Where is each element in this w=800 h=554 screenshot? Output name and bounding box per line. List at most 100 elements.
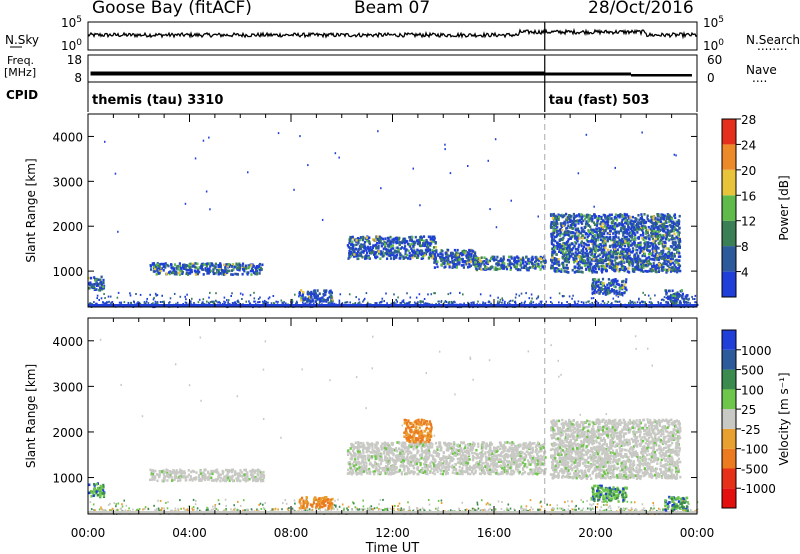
echo-cell [644, 242, 647, 246]
echo-cell [527, 268, 530, 272]
echo-cell [615, 244, 619, 247]
echo-cell [532, 264, 535, 268]
echo-cell [378, 235, 381, 239]
echo-cell [414, 241, 417, 244]
isolated-point [184, 202, 187, 205]
echo-cell [384, 247, 388, 251]
echo-cell [597, 289, 600, 292]
echo-cell [563, 231, 566, 235]
echo-cell [676, 221, 679, 224]
power-ground-scatter [306, 301, 308, 304]
echo-cell [588, 258, 592, 261]
power-ground-scatter [137, 301, 139, 304]
echo-cell [371, 248, 374, 252]
echo-cell [671, 301, 675, 305]
echo-cell [352, 248, 355, 252]
echo-cell [470, 257, 473, 261]
power-ground-scatter [413, 301, 416, 304]
power-ground-scatter [694, 301, 696, 304]
echo-cell [579, 251, 582, 255]
echo-cell [635, 259, 638, 263]
echo-cell [525, 262, 528, 266]
echo-cell [230, 273, 233, 276]
echo-cell [493, 268, 496, 271]
isolated-point [495, 226, 498, 229]
power-ground-scatter [339, 293, 342, 296]
power-ground-scatter [147, 302, 150, 305]
echo-cell [395, 256, 398, 259]
echo-cell [607, 237, 610, 240]
echo-cell [595, 224, 599, 227]
echo-cell [330, 299, 333, 303]
echo-cell [516, 260, 519, 264]
echo-cell [313, 293, 316, 296]
echo-cell [471, 258, 474, 261]
echo-cell [647, 241, 650, 244]
echo-cell [667, 238, 670, 241]
power-ground-scatter [175, 302, 177, 305]
echo-cell [524, 260, 527, 264]
echo-cell [678, 214, 681, 218]
echo-cell [399, 247, 402, 250]
echo-cell [661, 267, 664, 270]
echo-cell [587, 243, 590, 247]
echo-cell [600, 245, 603, 248]
echo-cell [621, 247, 624, 251]
echo-cell [627, 267, 630, 270]
echo-cell [100, 286, 103, 289]
echo-cell [316, 297, 319, 301]
echo-cell [542, 259, 545, 263]
echo-cell [359, 245, 362, 249]
echo-cell [432, 235, 435, 239]
echo-cell [491, 255, 494, 259]
echo-cell [647, 259, 651, 263]
velocity-ground-scatter [513, 508, 515, 511]
power-ground-scatter [497, 300, 499, 303]
echo-cell [489, 267, 492, 271]
echo-cell [461, 259, 464, 263]
echo-cell [602, 238, 605, 241]
echo-cell [95, 288, 98, 291]
echo-cell [668, 254, 671, 258]
isolated-point [449, 172, 452, 175]
echo-cell [316, 294, 319, 298]
power-ground-scatter [365, 292, 368, 295]
echo-cell [611, 289, 614, 293]
power-ground-scatter [161, 294, 163, 297]
power-ground-scatter [202, 298, 205, 301]
power-ground-scatter [143, 301, 146, 304]
power-ground-scatter [562, 295, 564, 298]
power-ground-scatter [111, 301, 113, 304]
echo-cell [605, 255, 608, 258]
echo-cell [568, 230, 571, 233]
echo-cell [616, 279, 619, 283]
echo-cell [621, 225, 624, 228]
power-ground-scatter [488, 300, 491, 303]
power-ground-scatter [393, 293, 395, 296]
echo-cell [614, 256, 617, 259]
echo-cell [374, 251, 377, 254]
echo-cell [422, 244, 425, 247]
echo-cell [622, 260, 625, 263]
echo-cell [551, 247, 554, 251]
power-ground-scatter [508, 300, 511, 303]
power-ground-scatter [449, 292, 452, 295]
echo-cell [636, 248, 639, 252]
echo-cell [603, 229, 606, 232]
power-ground-scatter [363, 297, 366, 300]
echo-cell [566, 266, 569, 270]
echo-cell [522, 261, 525, 265]
echo-cell [429, 251, 432, 254]
echo-cell [460, 257, 463, 261]
echo-cell [411, 249, 414, 252]
echo-cell [349, 254, 352, 258]
power-ground-scatter [239, 292, 242, 295]
echo-cell [576, 252, 579, 256]
echo-cell [559, 245, 562, 248]
velocity-ground-scatter [274, 507, 277, 510]
power-ground-scatter [507, 302, 509, 305]
echo-cell [659, 220, 663, 223]
echo-cell [668, 261, 671, 265]
echo-cell [168, 271, 171, 274]
echo-cell [618, 222, 621, 225]
